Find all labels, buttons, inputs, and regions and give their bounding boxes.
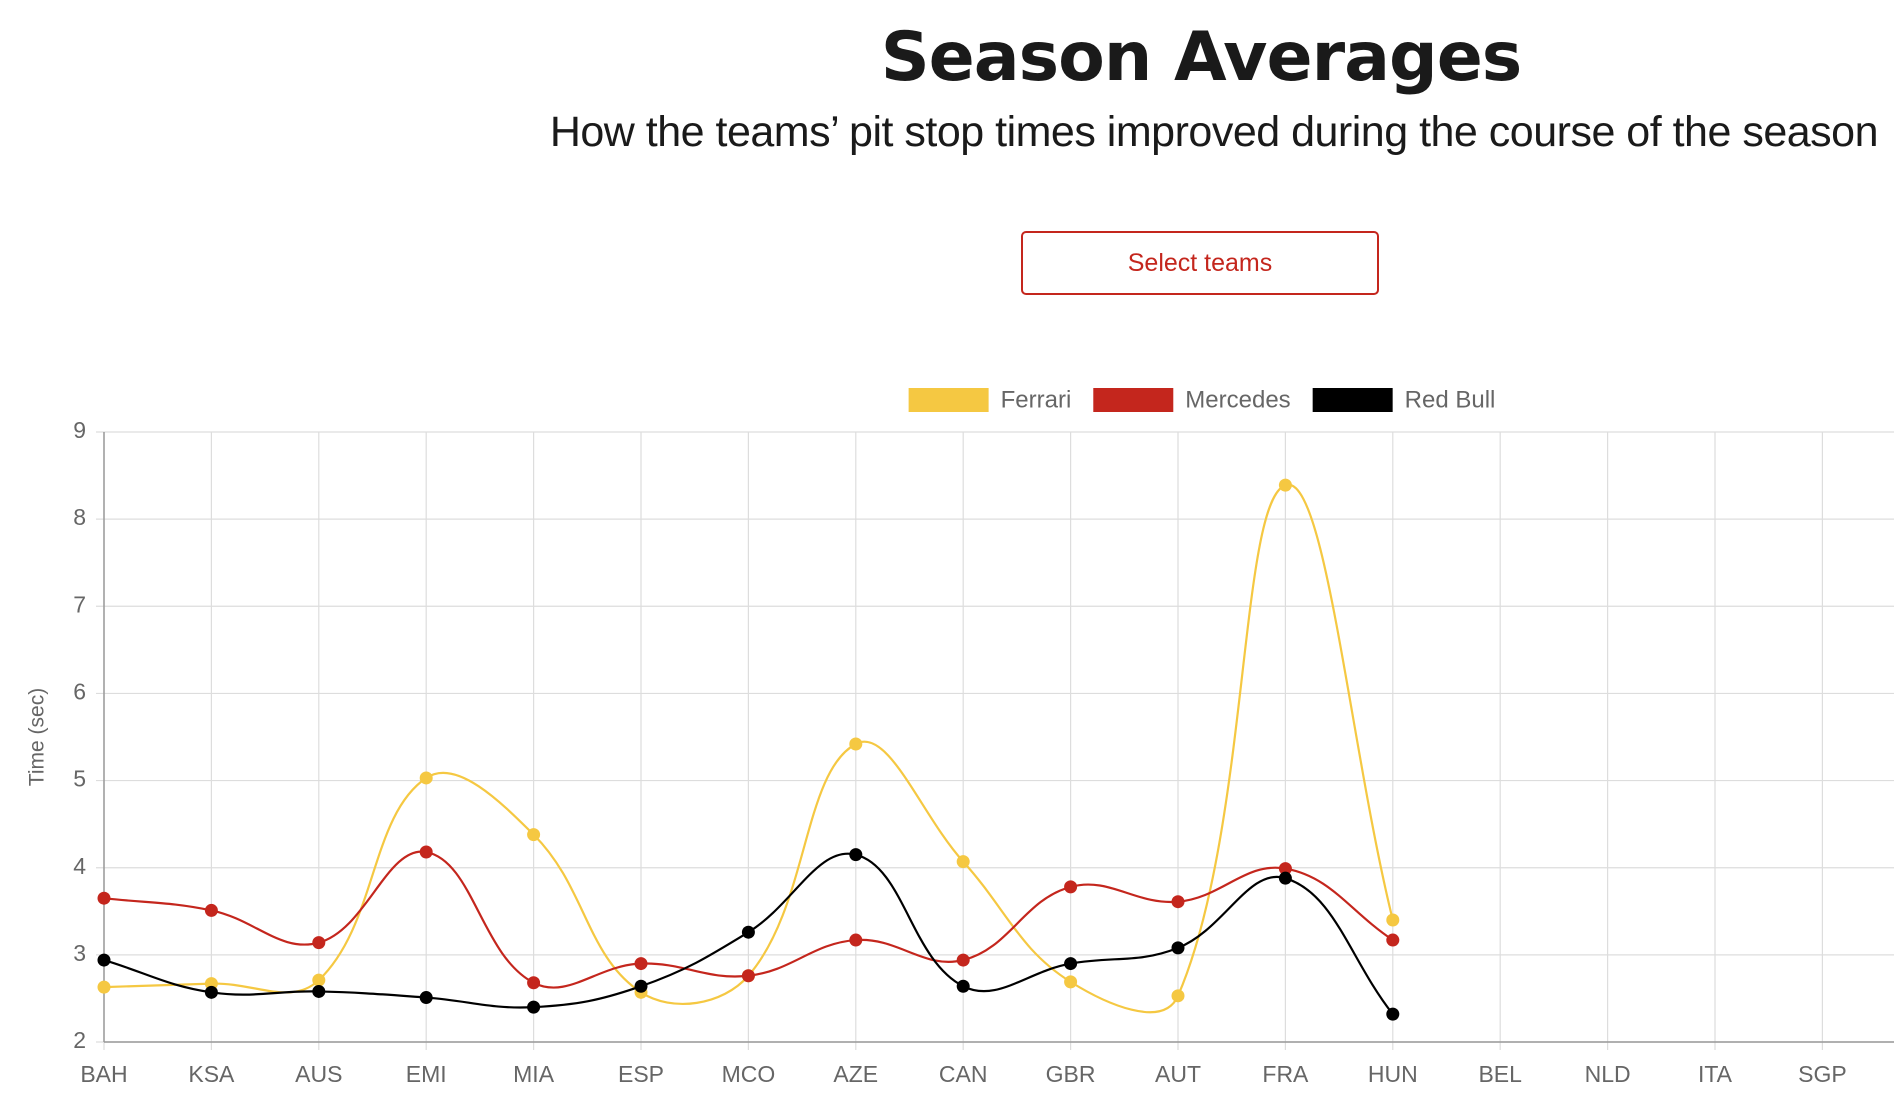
x-tick-label: AZE xyxy=(833,1061,878,1087)
data-point xyxy=(1278,871,1292,885)
x-tick-label: HUN xyxy=(1368,1061,1418,1087)
data-point xyxy=(97,891,111,905)
data-point xyxy=(419,991,433,1005)
legend-swatch xyxy=(908,388,989,412)
x-tick-label: AUS xyxy=(295,1061,342,1087)
data-point xyxy=(1278,478,1292,492)
data-point xyxy=(849,933,863,947)
y-tick-label: 6 xyxy=(73,679,86,705)
x-tick-label: SGP xyxy=(1798,1061,1847,1087)
data-point xyxy=(204,903,218,917)
data-point xyxy=(312,936,326,950)
data-point xyxy=(1171,895,1185,909)
x-tick-label: BEL xyxy=(1478,1061,1522,1087)
data-point xyxy=(741,925,755,939)
x-tick-label: GBR xyxy=(1046,1061,1096,1087)
data-point xyxy=(527,828,541,842)
data-point xyxy=(849,737,863,751)
data-point xyxy=(1171,941,1185,955)
data-point xyxy=(527,976,541,990)
legend: Ferrari Mercedes Red Bull xyxy=(908,386,1496,413)
data-point xyxy=(634,979,648,993)
data-point xyxy=(634,957,648,971)
x-tick-label: FRA xyxy=(1262,1061,1309,1087)
y-tick-label: 5 xyxy=(73,766,86,792)
data-point xyxy=(312,984,326,998)
data-point xyxy=(527,1000,541,1014)
y-tick-label: 3 xyxy=(73,940,86,966)
data-point xyxy=(204,985,218,999)
x-tick-label: ITA xyxy=(1698,1061,1733,1087)
legend-swatch xyxy=(1093,388,1174,412)
data-point xyxy=(97,980,111,994)
data-point xyxy=(419,771,433,785)
series-line xyxy=(103,483,1394,1014)
data-point xyxy=(419,845,433,859)
data-point xyxy=(1064,975,1078,989)
y-tick-label: 7 xyxy=(73,591,86,617)
data-point xyxy=(956,855,970,869)
data-point xyxy=(1386,1007,1400,1021)
data-point xyxy=(1064,957,1078,971)
data-point xyxy=(1386,933,1400,947)
legend-label: Mercedes xyxy=(1185,386,1290,413)
y-axis-label: Time (sec) xyxy=(26,688,49,786)
legend-label: Red Bull xyxy=(1405,386,1496,413)
data-point xyxy=(956,979,970,993)
select-teams-button[interactable]: Select teams xyxy=(1021,231,1379,295)
data-point xyxy=(1064,880,1078,894)
data-point xyxy=(1386,913,1400,927)
y-tick-label: 2 xyxy=(73,1027,86,1053)
data-point xyxy=(849,848,863,862)
x-tick-label: AUT xyxy=(1155,1061,1201,1087)
legend-swatch xyxy=(1312,388,1393,412)
x-tick-label: MIA xyxy=(513,1061,555,1087)
data-point xyxy=(97,953,111,967)
title: Season Averages xyxy=(880,18,1523,97)
data-point xyxy=(312,973,326,987)
series-line xyxy=(103,852,1394,1015)
data-point xyxy=(1171,989,1185,1003)
y-tick-label: 8 xyxy=(73,504,86,530)
x-tick-label: CAN xyxy=(939,1061,988,1087)
legend-label: Ferrari xyxy=(1001,386,1072,413)
subtitle: How the teams’ pit stop times improved d… xyxy=(549,108,1879,156)
data-point xyxy=(741,969,755,983)
data-point xyxy=(956,953,970,967)
x-tick-label: EMI xyxy=(406,1061,447,1087)
x-tick-label: NLD xyxy=(1585,1061,1631,1087)
x-tick-label: KSA xyxy=(188,1061,235,1087)
x-tick-label: ESP xyxy=(618,1061,664,1087)
y-tick-label: 4 xyxy=(73,853,86,879)
data-point xyxy=(1278,862,1292,876)
y-tick-label: 9 xyxy=(73,417,86,443)
x-tick-label: BAH xyxy=(80,1061,127,1087)
x-tick-label: MCO xyxy=(722,1061,776,1087)
